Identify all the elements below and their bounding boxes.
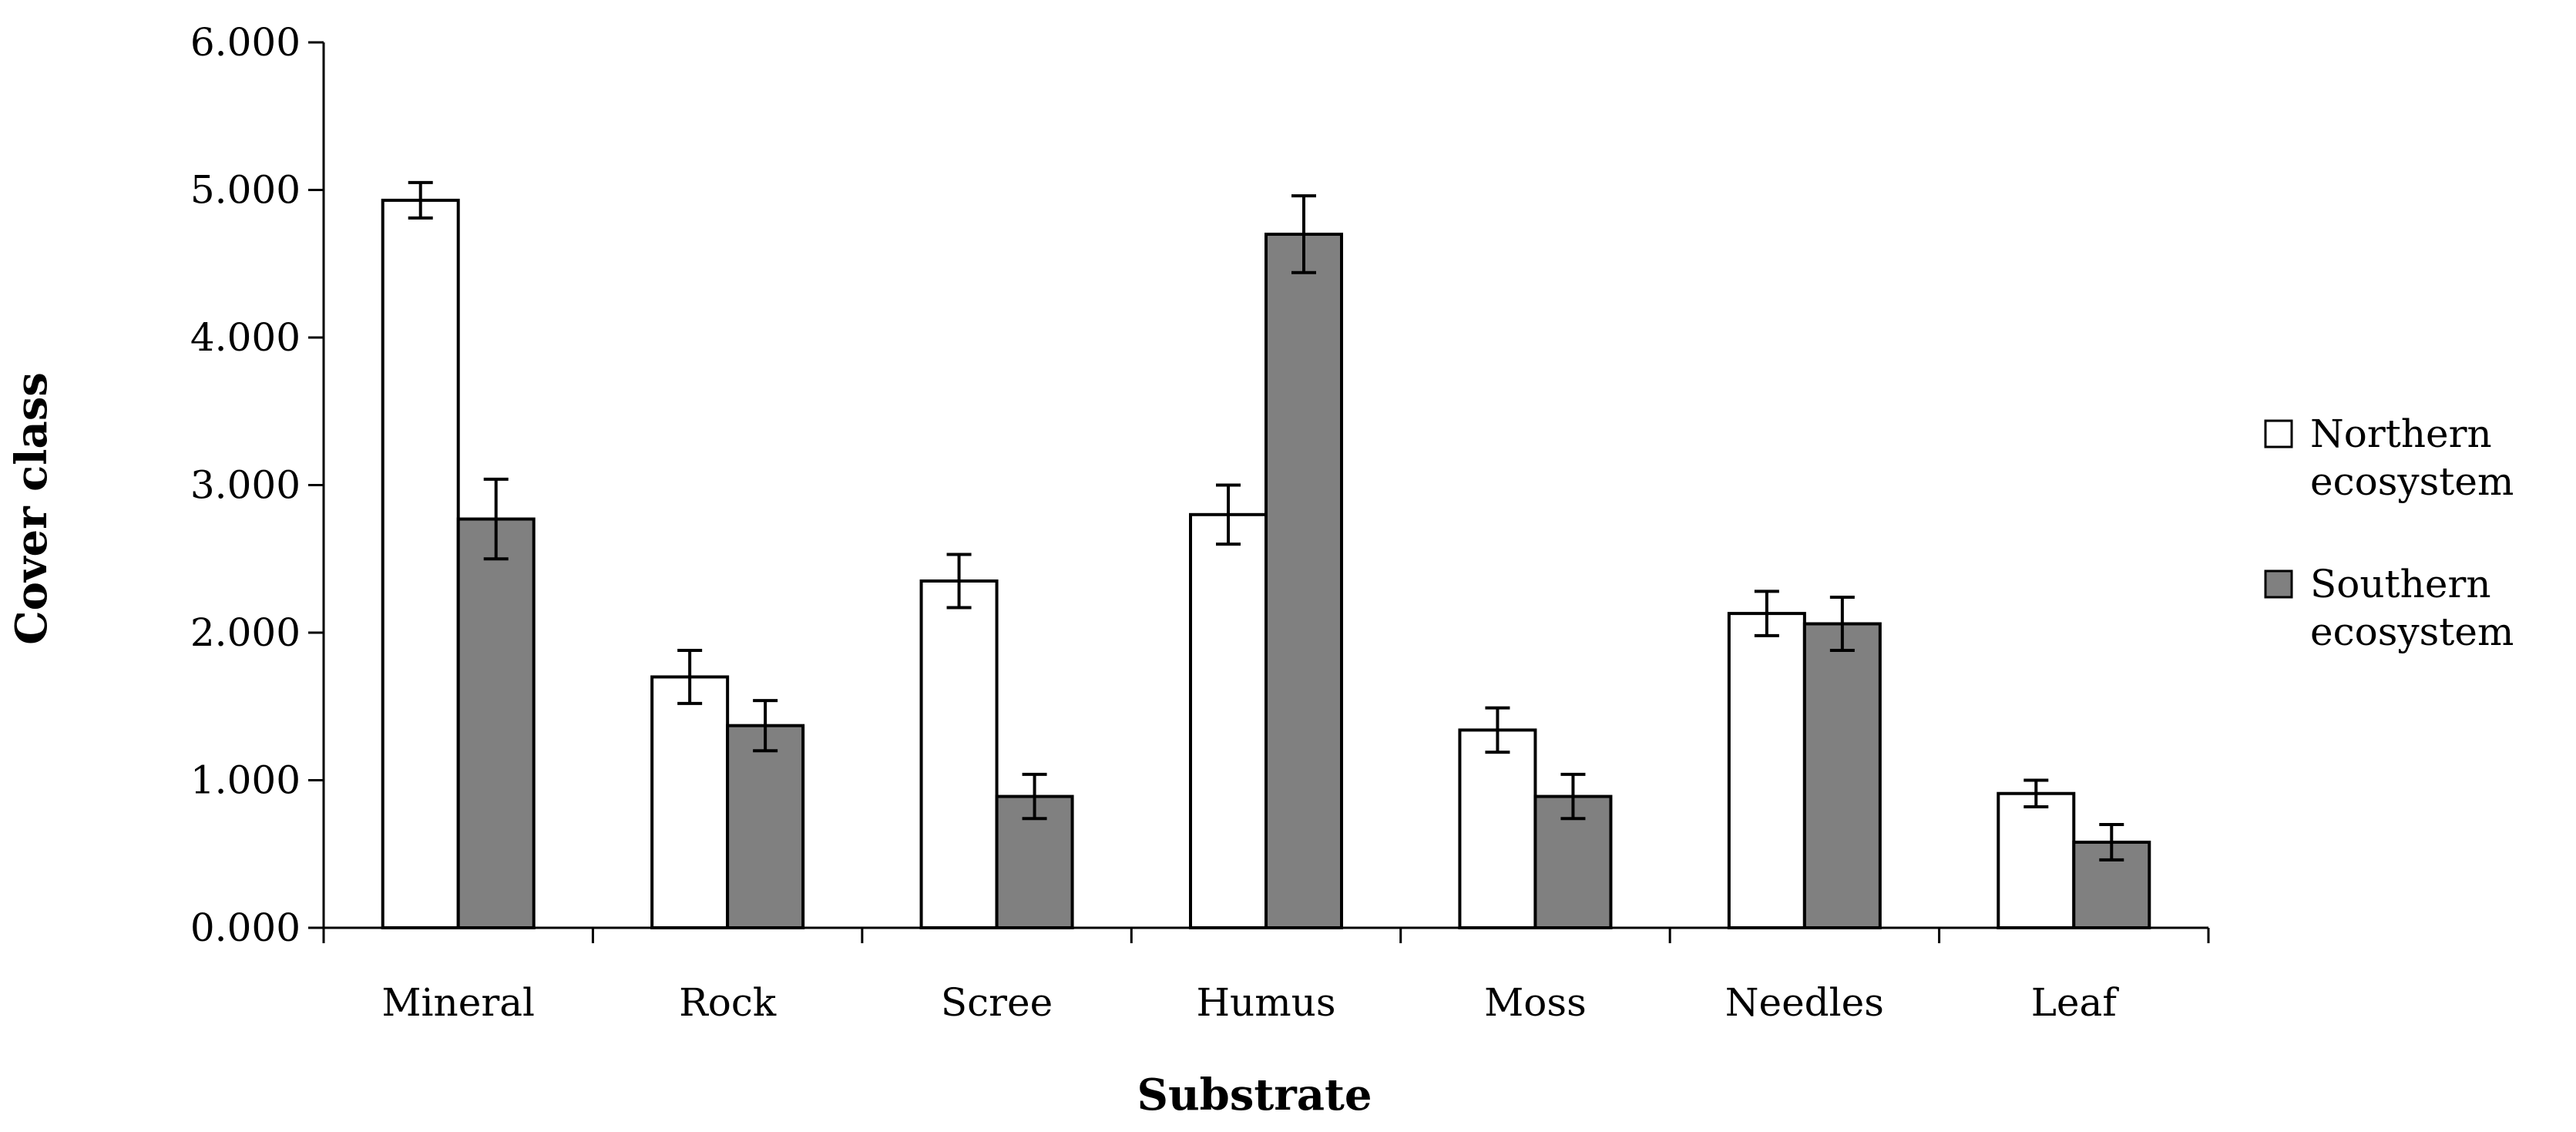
x-tick-label: Rock	[679, 980, 777, 1025]
legend-label-northern: Northern ecosystem	[2310, 411, 2514, 504]
bar-southern	[1264, 232, 1343, 929]
bar-northern	[1997, 791, 2076, 929]
legend-label-southern: Southern ecosystem	[2310, 562, 2514, 654]
x-tick-label: Needles	[1725, 980, 1884, 1025]
bars	[381, 180, 2151, 930]
bar-northern	[1458, 728, 1537, 929]
bar-northern	[650, 675, 730, 929]
bar-northern	[381, 198, 460, 929]
legend-label-line: Southern	[2310, 562, 2491, 606]
y-tick-label: 0.000	[190, 905, 301, 950]
bar-northern	[919, 579, 999, 929]
legend-label-line: Northern	[2310, 411, 2492, 456]
legend-label-line: ecosystem	[2310, 610, 2514, 654]
y-tick-label: 6.000	[190, 20, 301, 65]
bar-southern	[456, 517, 536, 929]
tick-labels: 0.000 1.000 2.000 3.000 4.000 5.000 6.000 Miner…	[190, 20, 2119, 1025]
y-tick-label: 1.000	[190, 758, 301, 803]
bar-southern	[726, 724, 805, 930]
y-axis-title: Cover class	[6, 372, 57, 645]
x-tick-label: Leaf	[2031, 980, 2120, 1025]
bar-northern	[1727, 612, 1806, 929]
bar-northern	[1189, 512, 1268, 929]
y-tick-label: 5.000	[190, 168, 301, 213]
y-tick-label: 3.000	[190, 463, 301, 508]
y-tick-label: 4.000	[190, 315, 301, 360]
bar-southern	[1802, 622, 1882, 929]
y-tick-label: 2.000	[190, 610, 301, 655]
x-tick-label: Scree	[941, 980, 1053, 1025]
x-tick-label: Mineral	[381, 980, 535, 1025]
x-tick-label: Humus	[1196, 980, 1335, 1025]
x-axis-title: Substrate	[1137, 1070, 1372, 1120]
legend-swatch-northern	[2264, 419, 2293, 448]
legend-label-line: ecosystem	[2310, 459, 2514, 504]
x-tick-label: Moss	[1484, 980, 1587, 1025]
legend-swatch-southern	[2264, 569, 2293, 599]
